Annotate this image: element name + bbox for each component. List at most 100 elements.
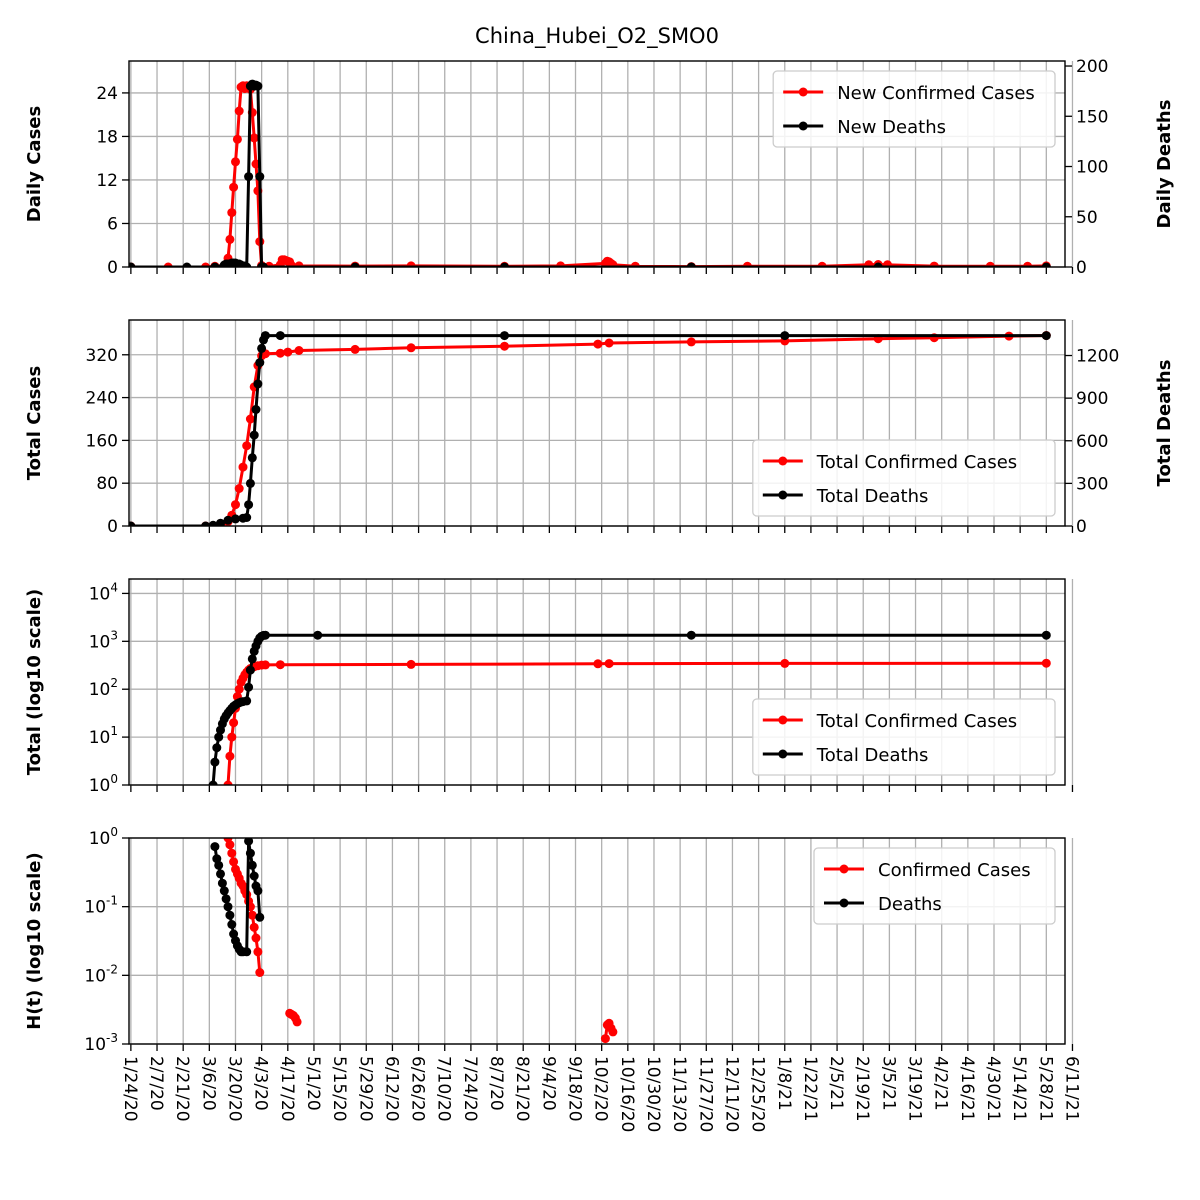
legend-item-cases: Total Confirmed Cases	[762, 711, 1017, 732]
data-point	[1041, 658, 1051, 668]
data-point	[249, 922, 259, 932]
data-point	[255, 172, 265, 182]
data-point	[229, 718, 239, 728]
legend-label: New Confirmed Cases	[837, 83, 1035, 104]
data-point	[227, 848, 237, 858]
legend-label: Total Confirmed Cases	[816, 452, 1017, 473]
x-tick-label: 5/14/21	[1009, 1056, 1029, 1122]
x-tick-label: 3/5/21	[878, 1056, 898, 1111]
data-point	[223, 780, 233, 785]
x-tick-label: 7/24/20	[460, 1056, 480, 1122]
y-right-axis-label: Daily Deaths	[1154, 100, 1175, 229]
x-tick-label: 8/21/20	[512, 1056, 532, 1122]
x-tick-label: 9/4/20	[538, 1056, 558, 1111]
legend-label: Total Confirmed Cases	[816, 711, 1017, 732]
x-tick-label: 6/26/20	[408, 1056, 428, 1122]
data-point	[253, 886, 263, 896]
data-point	[500, 331, 509, 341]
y-right-tick-label: 200	[1076, 57, 1108, 77]
x-tick-label: 5/1/20	[303, 1056, 323, 1111]
y-tick-label: 12	[96, 171, 118, 191]
data-point	[249, 871, 259, 881]
legend-marker	[778, 715, 788, 725]
x-axis-date-labels: 1/24/20 2/7/20 2/21/20 3/6/20 3/20/20 4/3/20 4…	[120, 1056, 1082, 1132]
data-point	[229, 857, 239, 867]
x-tick-label: 5/28/21	[1035, 1056, 1055, 1122]
x-tick-label: 7/10/20	[434, 1056, 454, 1122]
x-tick-label: 9/18/20	[565, 1056, 585, 1122]
data-point	[210, 842, 220, 852]
data-point	[129, 521, 136, 526]
data-point	[608, 260, 618, 267]
y-axis-label: Total (log10 scale)	[24, 589, 45, 776]
data-point	[1041, 630, 1051, 640]
y-tick-label: 6	[107, 214, 118, 234]
y-right-tick-label: 600	[1076, 432, 1108, 452]
data-point	[593, 339, 603, 349]
legend-label: Confirmed Cases	[878, 860, 1031, 881]
data-point	[593, 659, 603, 669]
legend-item-deaths: Total Deaths	[762, 745, 928, 766]
y-axis-label: Daily Cases	[24, 106, 45, 222]
data-point	[223, 515, 233, 525]
x-tick-label: 2/19/21	[852, 1056, 872, 1122]
x-tick-label: 6/11/21	[1061, 1056, 1081, 1122]
y-tick-label: 80	[96, 474, 118, 494]
data-point	[238, 462, 248, 472]
data-point	[275, 348, 285, 358]
y-tick-label: 104	[89, 580, 118, 604]
data-point	[244, 172, 254, 182]
y-right-tick-label: 50	[1076, 208, 1098, 228]
data-point	[221, 894, 231, 904]
data-point	[216, 518, 225, 526]
data-point	[182, 262, 192, 267]
data-point	[275, 331, 285, 341]
x-tick-label: 10/16/20	[617, 1056, 637, 1132]
data-point	[232, 134, 242, 144]
data-point	[253, 379, 263, 389]
y-right-tick-label: 150	[1076, 107, 1108, 127]
legend-item-deaths: Deaths	[824, 894, 942, 915]
data-point	[227, 732, 237, 742]
data-point	[214, 732, 224, 742]
data-point	[242, 947, 252, 957]
data-point	[234, 106, 244, 116]
data-point	[234, 684, 244, 694]
data-point	[216, 869, 225, 879]
y-right-tick-label: 900	[1076, 389, 1108, 409]
data-point	[217, 878, 227, 888]
data-point	[247, 910, 257, 920]
x-tick-label: 2/5/21	[826, 1056, 846, 1111]
y-tick-label: 320	[86, 346, 118, 366]
legend: Confirmed Cases Deaths	[813, 847, 1056, 925]
x-tick-label: 10/2/20	[591, 1056, 611, 1122]
legend-label: Total Deaths	[816, 486, 929, 507]
data-point	[406, 343, 416, 353]
legend-marker	[778, 490, 788, 500]
data-point	[257, 343, 267, 353]
data-point	[500, 341, 509, 351]
data-point	[780, 658, 790, 668]
legend-marker	[778, 749, 788, 759]
x-tick-label: 12/11/20	[721, 1056, 741, 1132]
data-point	[608, 1027, 618, 1037]
legend-box	[752, 439, 1056, 517]
data-point	[244, 500, 254, 510]
data-point	[225, 910, 235, 920]
data-point	[225, 840, 235, 850]
axes-frame	[128, 837, 1066, 1045]
y-axis-label: Total Cases	[24, 366, 45, 480]
data-point	[212, 743, 222, 753]
data-point	[225, 234, 235, 244]
legend-box	[813, 847, 1056, 925]
data-point	[227, 920, 237, 929]
legend-marker	[798, 121, 808, 131]
data-point	[208, 780, 218, 785]
y-right-tick-label: 1200	[1076, 347, 1119, 367]
legend-item-cases: Confirmed Cases	[824, 860, 1031, 881]
data-point	[129, 262, 136, 267]
y-tick-label: 103	[89, 628, 118, 652]
data-point	[245, 414, 255, 424]
x-tick-label: 1/24/20	[120, 1056, 140, 1122]
chart-panel-2: 0 80 160 240 320 0 300 600 900 1200 Total Cases Tot…	[24, 319, 1175, 537]
